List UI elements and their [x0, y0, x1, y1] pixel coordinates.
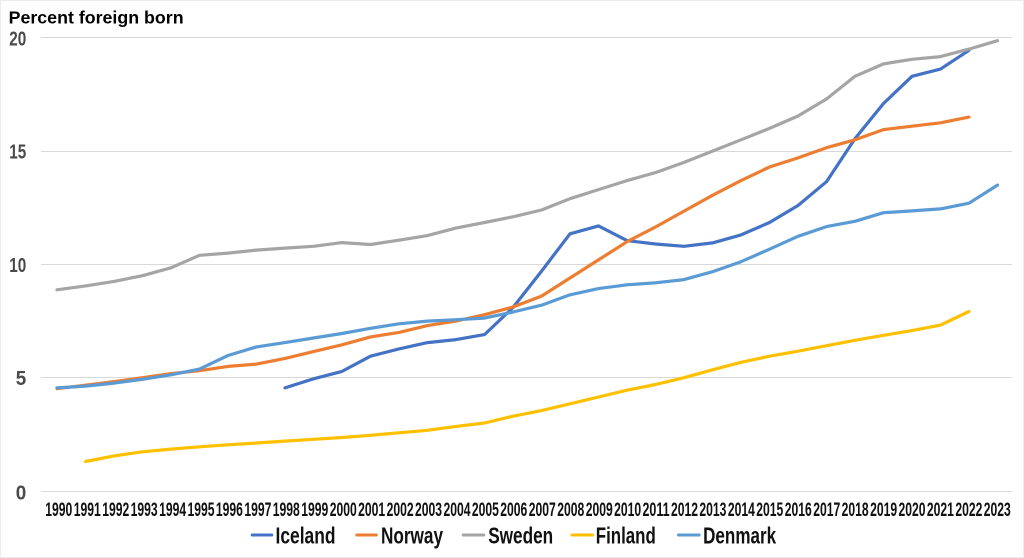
svg-text:1995: 1995	[188, 499, 215, 521]
svg-text:2019: 2019	[870, 499, 897, 521]
svg-text:Finland: Finland	[596, 523, 656, 549]
svg-text:2023: 2023	[984, 499, 1011, 521]
svg-text:2004: 2004	[444, 499, 471, 521]
svg-text:2011: 2011	[643, 499, 670, 521]
svg-text:1998: 1998	[273, 499, 300, 521]
svg-text:2016: 2016	[785, 499, 812, 521]
svg-text:2014: 2014	[728, 499, 755, 521]
svg-text:2013: 2013	[699, 499, 726, 521]
svg-text:2003: 2003	[415, 499, 442, 521]
svg-text:Norway: Norway	[381, 523, 443, 549]
svg-text:1997: 1997	[244, 499, 271, 521]
svg-text:2020: 2020	[899, 499, 926, 521]
svg-text:2017: 2017	[813, 499, 840, 521]
svg-text:2005: 2005	[472, 499, 499, 521]
svg-text:Percent foreign born: Percent foreign born	[9, 7, 184, 27]
svg-text:2000: 2000	[330, 499, 357, 521]
svg-text:1993: 1993	[131, 499, 158, 521]
svg-text:1990: 1990	[45, 499, 72, 521]
svg-text:2007: 2007	[529, 499, 556, 521]
svg-text:2008: 2008	[557, 499, 584, 521]
svg-text:5: 5	[16, 368, 27, 390]
svg-text:2006: 2006	[500, 499, 527, 521]
svg-text:1999: 1999	[301, 499, 328, 521]
svg-text:Iceland: Iceland	[276, 523, 336, 549]
svg-text:2015: 2015	[756, 499, 783, 521]
svg-text:2009: 2009	[586, 499, 613, 521]
svg-text:2018: 2018	[842, 499, 869, 521]
svg-text:1992: 1992	[102, 499, 129, 521]
svg-text:Denmark: Denmark	[703, 523, 777, 549]
svg-text:1991: 1991	[74, 499, 101, 521]
svg-text:2012: 2012	[671, 499, 698, 521]
svg-text:0: 0	[16, 482, 27, 504]
svg-text:1996: 1996	[216, 499, 243, 521]
svg-text:2001: 2001	[358, 499, 385, 521]
svg-text:1994: 1994	[159, 499, 186, 521]
svg-text:20: 20	[9, 28, 26, 50]
svg-text:10: 10	[9, 255, 26, 277]
svg-text:15: 15	[9, 142, 26, 164]
svg-text:2002: 2002	[387, 499, 414, 521]
svg-text:2021: 2021	[927, 499, 954, 521]
svg-text:2010: 2010	[614, 499, 641, 521]
svg-text:2022: 2022	[955, 499, 982, 521]
svg-text:Sweden: Sweden	[488, 523, 553, 549]
